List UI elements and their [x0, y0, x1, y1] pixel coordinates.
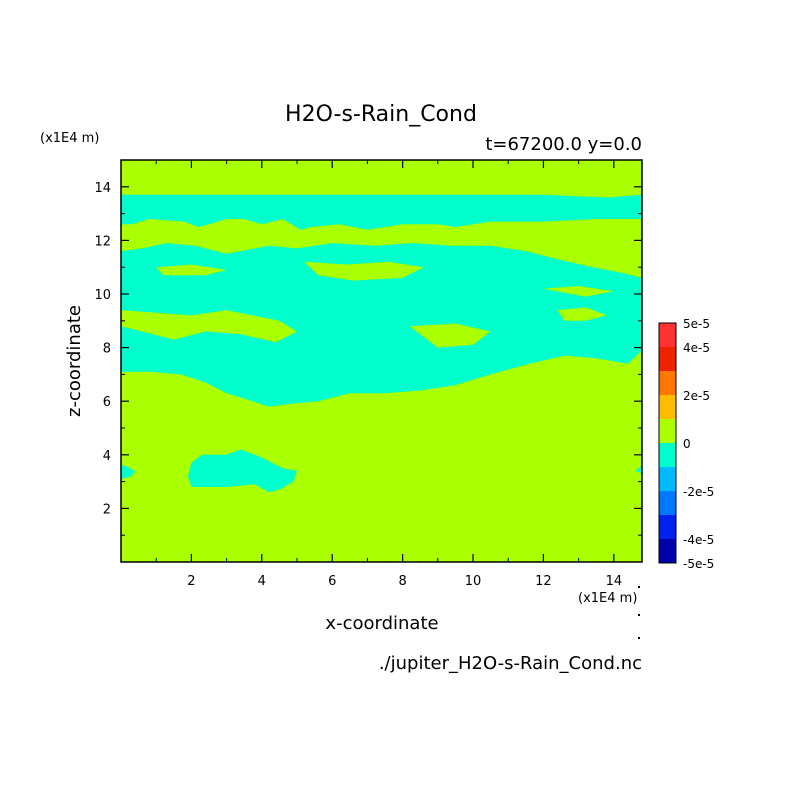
contour-fills: [121, 160, 642, 562]
colorbar-level: [659, 515, 676, 539]
chart-title: H2O-s-Rain_Cond: [285, 102, 477, 127]
colorbar-level: [659, 371, 676, 395]
y-tick-label: 10: [94, 288, 111, 303]
colorbar-tick-label: 0: [683, 437, 691, 451]
colorbar-level: [659, 491, 676, 515]
y-tick-label: 12: [94, 234, 111, 249]
x-tick-label: 4: [258, 574, 266, 589]
corner-dot: [638, 637, 640, 639]
island-3: [121, 310, 297, 343]
island-2: [304, 261, 424, 281]
source-filename: ./jupiter_H2O-s-Rain_Cond.nc: [379, 653, 642, 674]
colorbar-level: [659, 323, 676, 347]
colorbar-level: [659, 419, 676, 443]
lower-negative-blob: [187, 449, 297, 493]
x-axis-title: x-coordinate: [325, 613, 438, 634]
colorbar-tick-label: 2e-5: [683, 389, 710, 403]
x-tick-label: 12: [535, 574, 552, 589]
colorbar-level: [659, 539, 676, 563]
colorbar-level: [659, 443, 676, 467]
y-tick-label: 8: [103, 342, 111, 357]
colorbar-level: [659, 395, 676, 419]
corner-dot: [638, 586, 640, 588]
middle-negative-region: [121, 243, 642, 407]
x-unit-label: (x1E4 m): [578, 591, 637, 606]
x-tick-label: 14: [606, 574, 623, 589]
colorbar-level: [659, 347, 676, 371]
x-tick-label: 8: [398, 574, 406, 589]
island-1: [156, 264, 227, 276]
y-axis-title: z-coordinate: [64, 305, 85, 417]
y-axis-ticks: 2 4 6 8 10 12 14: [94, 181, 642, 536]
colorbar-tick-label: -2e-5: [683, 485, 714, 499]
left-edge-negative-blob: [121, 465, 136, 479]
colorbar-tick-label: -5e-5: [683, 557, 714, 571]
right-edge-negative-blob: [635, 465, 642, 474]
x-axis-ticks: 2 4 6 8 10 12 14: [155, 160, 623, 589]
island-6: [543, 286, 614, 297]
x-tick-label: 2: [187, 574, 195, 589]
y-tick-label: 4: [103, 449, 111, 464]
island-4: [409, 323, 491, 348]
y-tick-label: 2: [103, 502, 111, 517]
colorbar-frame: [658, 322, 677, 564]
chart-subtitle: t=67200.0 y=0.0: [485, 134, 642, 155]
colorbar-tick-label: 5e-5: [683, 317, 710, 331]
y-tick-label: 14: [94, 181, 111, 196]
colorbar-tick-label: -4e-5: [683, 533, 714, 547]
plot-frame: [120, 159, 643, 563]
y-unit-label: (x1E4 m): [40, 131, 99, 146]
corner-dot: [638, 614, 640, 616]
colorbar: 5e-5 4e-5 2e-5 0 -2e-5 -4e-5 -5e-5: [658, 317, 714, 571]
plot-area: 2 4 6 8 10 12 14 2 4 6 8 10 12 14: [94, 159, 643, 589]
colorbar-tick-label: 4e-5: [683, 341, 710, 355]
y-tick-label: 6: [103, 395, 111, 410]
upper-negative-region: [121, 194, 642, 230]
x-tick-label: 6: [328, 574, 336, 589]
island-5: [557, 307, 607, 321]
x-tick-label: 10: [465, 574, 482, 589]
colorbar-level: [659, 467, 676, 491]
corner-marks: [638, 586, 640, 639]
